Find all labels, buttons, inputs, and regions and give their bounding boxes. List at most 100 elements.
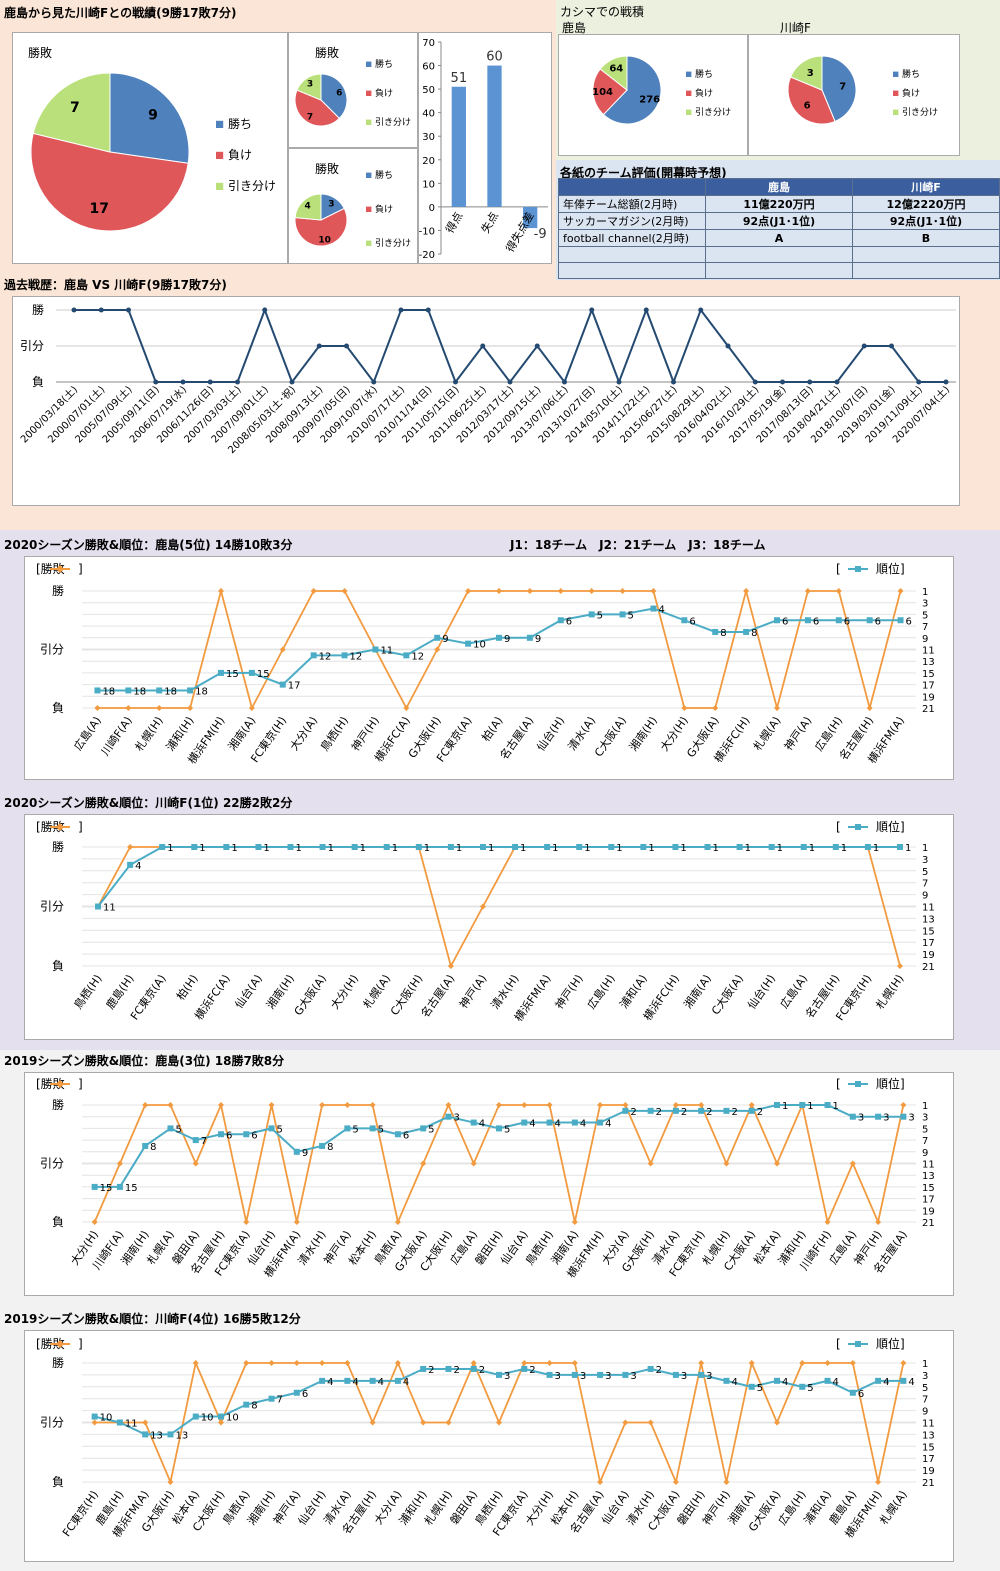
rank-data-label: 6 bbox=[844, 616, 850, 627]
rank-tick-label: 3 bbox=[922, 599, 928, 610]
history-point bbox=[671, 379, 676, 385]
legend-marker bbox=[686, 90, 692, 96]
rank-data-label: 5 bbox=[628, 610, 634, 621]
rank-point bbox=[310, 652, 317, 659]
rank-data-label: 4 bbox=[908, 1377, 914, 1388]
rank-point bbox=[91, 1413, 98, 1420]
rank-data-label: 1 bbox=[520, 843, 526, 854]
rank-tick-label: 7 bbox=[922, 622, 928, 633]
rank-point bbox=[420, 1365, 427, 1372]
rank-point bbox=[293, 1148, 300, 1155]
rank-point bbox=[571, 1119, 578, 1126]
rank-point bbox=[619, 611, 626, 618]
table-cell: 92点(J1･1位) bbox=[705, 212, 853, 230]
x-tick-label: 川崎F(A) bbox=[98, 714, 135, 758]
rank-point bbox=[774, 617, 780, 624]
rank-data-label: 12 bbox=[350, 651, 363, 662]
rank-point bbox=[650, 605, 657, 612]
rank-data-label: 7 bbox=[277, 1395, 283, 1406]
pie-slice bbox=[294, 207, 348, 247]
rank-data-label: 2 bbox=[731, 1107, 737, 1118]
rank-tick-label: 5 bbox=[922, 867, 928, 878]
x-tick-label: 鳥栖(H) bbox=[71, 972, 105, 1012]
legend-entry: 勝ち bbox=[375, 58, 393, 70]
x-tick-label: 仙台(A) bbox=[232, 972, 265, 1011]
legend-entry: [ bbox=[836, 820, 841, 834]
y-tick-label: 引分 bbox=[40, 643, 64, 657]
history-point bbox=[180, 379, 186, 385]
legend-entry: 負け bbox=[228, 148, 252, 162]
rank-point bbox=[832, 844, 839, 850]
rank-point bbox=[434, 634, 441, 641]
rank-data-label: 1 bbox=[167, 843, 173, 854]
y-tick-label: 30 bbox=[422, 132, 435, 143]
x-tick-label: 仙台(H) bbox=[744, 972, 778, 1012]
rank-point bbox=[445, 1365, 452, 1372]
x-tick-label: G大阪(A) bbox=[291, 972, 329, 1018]
rank-data-label: 1 bbox=[263, 843, 269, 854]
result-point bbox=[526, 588, 533, 594]
rank-point bbox=[900, 1377, 907, 1384]
x-tick-label: 得失点差 bbox=[503, 209, 537, 254]
legend-entry: 負け bbox=[375, 203, 393, 215]
rank-tick-label: 1 bbox=[922, 1101, 928, 1112]
pie-slice bbox=[30, 132, 189, 232]
rank-point bbox=[268, 1395, 275, 1402]
kashima-pie-label: 鹿島 bbox=[562, 21, 587, 35]
rank-tick-label: 1 bbox=[922, 587, 928, 598]
rank-data-label: 4 bbox=[731, 1377, 737, 1388]
rank-data-label: 3 bbox=[630, 1371, 636, 1382]
pie-data-label: 64 bbox=[609, 63, 623, 74]
result-point bbox=[94, 705, 101, 711]
rank-data-label: 1 bbox=[833, 1101, 839, 1112]
rank-point bbox=[521, 1365, 528, 1372]
rank-point bbox=[351, 844, 358, 850]
rank-point bbox=[864, 844, 871, 850]
rank-point bbox=[369, 1377, 376, 1384]
s2019-kashima-panel bbox=[24, 1072, 954, 1296]
rank-point bbox=[319, 844, 326, 850]
rank-data-label: 6 bbox=[403, 1130, 409, 1141]
history-point bbox=[207, 379, 213, 385]
rank-data-label: 4 bbox=[327, 1377, 333, 1388]
rank-point bbox=[369, 1125, 376, 1132]
rank-data-label: 15 bbox=[125, 1183, 138, 1194]
rank-data-label: 1 bbox=[456, 843, 462, 854]
rank-point bbox=[588, 611, 595, 618]
legend-entry: 順位] bbox=[876, 1076, 905, 1091]
rank-point bbox=[383, 844, 390, 850]
x-tick-label: 浦和(A) bbox=[617, 972, 650, 1011]
x-tick-label: 広島(H) bbox=[584, 972, 618, 1012]
legend-marker-rank bbox=[855, 1341, 861, 1347]
rank-data-label: 4 bbox=[135, 861, 141, 872]
rank-point bbox=[465, 640, 472, 647]
y-tick-label: 引分 bbox=[40, 1416, 64, 1430]
history-point bbox=[780, 379, 785, 385]
bar bbox=[451, 86, 466, 207]
rank-tick-label: 7 bbox=[922, 1136, 928, 1147]
rank-point bbox=[576, 844, 583, 850]
rank-point bbox=[557, 617, 564, 624]
result-point bbox=[571, 1360, 578, 1366]
legend-entry: 引き分け bbox=[695, 107, 731, 118]
rank-data-label: 2 bbox=[681, 1107, 687, 1118]
rank-point bbox=[167, 1431, 174, 1438]
result-point bbox=[896, 963, 903, 969]
rank-tick-label: 21 bbox=[922, 704, 935, 715]
rank-point bbox=[799, 1383, 806, 1390]
result-point bbox=[546, 1102, 553, 1108]
rank-tick-label: 7 bbox=[922, 879, 928, 890]
pie-data-label: 6 bbox=[804, 100, 811, 111]
rank-point bbox=[875, 1377, 882, 1384]
rank-data-label: 4 bbox=[378, 1377, 384, 1388]
rank-point bbox=[544, 844, 551, 850]
result-point bbox=[748, 1360, 755, 1366]
team-eval-title: 各紙のチーム評価(開幕時予想) bbox=[560, 166, 727, 180]
legend-marker bbox=[366, 206, 372, 212]
rank-point bbox=[736, 844, 743, 850]
x-tick-label: 清水(A) bbox=[566, 714, 599, 753]
x-tick-label: 鳥栖(H) bbox=[317, 714, 351, 754]
rank-data-label: 11 bbox=[125, 1419, 138, 1430]
result-point bbox=[268, 1102, 275, 1108]
pie-slice bbox=[599, 55, 628, 92]
